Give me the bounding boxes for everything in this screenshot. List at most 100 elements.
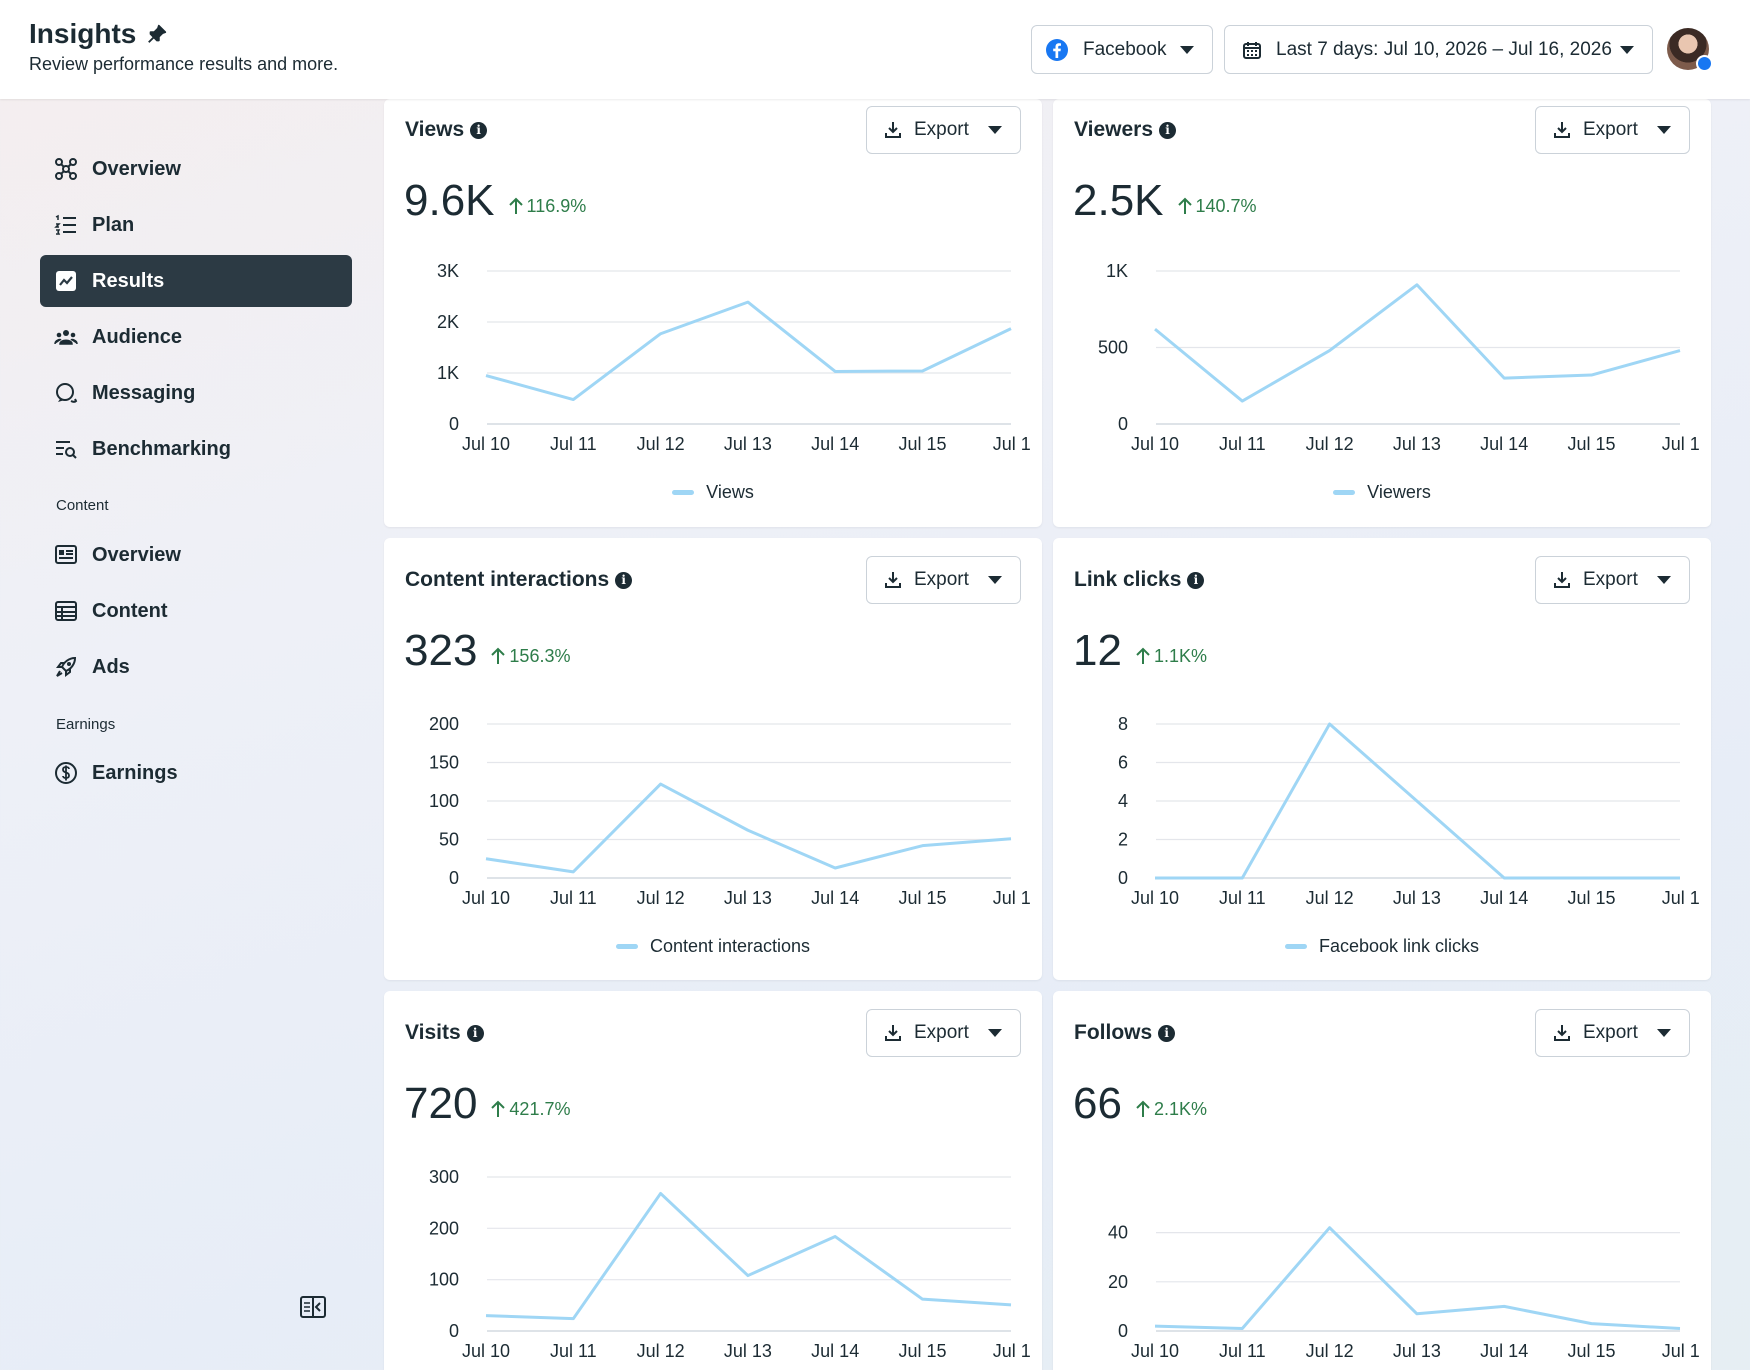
data-point[interactable] bbox=[744, 298, 752, 306]
info-icon[interactable]: i bbox=[1187, 571, 1205, 589]
sidebar-item-benchmarking[interactable]: Benchmarking bbox=[40, 423, 352, 475]
info-icon[interactable]: i bbox=[1158, 1024, 1176, 1042]
series-line-content-interactions[interactable] bbox=[485, 782, 1012, 874]
sidebar-item-messaging[interactable]: Messaging bbox=[40, 367, 352, 419]
data-point[interactable] bbox=[919, 1295, 927, 1303]
data-point[interactable] bbox=[744, 1272, 752, 1280]
pin-icon[interactable] bbox=[146, 23, 168, 45]
x-tick-label: Jul 13 bbox=[1393, 888, 1441, 908]
export-button[interactable]: Export bbox=[866, 106, 1021, 154]
data-point[interactable] bbox=[1238, 1325, 1246, 1333]
data-point[interactable] bbox=[1007, 835, 1015, 843]
x-tick-label: Jul 15 bbox=[898, 434, 946, 454]
info-icon[interactable]: i bbox=[1159, 121, 1177, 139]
data-point[interactable] bbox=[831, 367, 839, 375]
data-point[interactable] bbox=[1676, 347, 1684, 355]
export-label: Export bbox=[914, 119, 969, 140]
info-icon[interactable]: i bbox=[470, 121, 488, 139]
data-point[interactable] bbox=[482, 855, 490, 863]
data-point[interactable] bbox=[1676, 1325, 1684, 1333]
data-point[interactable] bbox=[1588, 371, 1596, 379]
data-point[interactable] bbox=[482, 1312, 490, 1320]
metric-delta: 2.1K% bbox=[1136, 1099, 1207, 1120]
card-title: Link clicks i bbox=[1074, 568, 1205, 592]
date-range-selector[interactable]: Last 7 days: Jul 10, 2026 – Jul 16, 2026 bbox=[1224, 25, 1653, 74]
data-point[interactable] bbox=[744, 826, 752, 834]
data-point[interactable] bbox=[1326, 720, 1334, 728]
data-point[interactable] bbox=[1500, 1302, 1508, 1310]
data-point[interactable] bbox=[1238, 397, 1246, 405]
data-point[interactable] bbox=[1500, 874, 1508, 882]
x-tick-label: Jul 10 bbox=[1131, 434, 1179, 454]
sidebar-item-audience[interactable]: Audience bbox=[40, 311, 352, 363]
x-tick-label: Jul 14 bbox=[1480, 434, 1528, 454]
x-tick-label: Jul 1 bbox=[1662, 1341, 1700, 1361]
data-point[interactable] bbox=[482, 372, 490, 380]
ads-icon bbox=[56, 656, 77, 677]
series-line-views[interactable] bbox=[485, 300, 1012, 402]
data-point[interactable] bbox=[1500, 374, 1508, 382]
data-point[interactable] bbox=[657, 330, 665, 338]
metric-value-row: 66 2.1K% bbox=[1073, 1079, 1207, 1129]
data-point[interactable] bbox=[1588, 1320, 1596, 1328]
data-point[interactable] bbox=[657, 1189, 665, 1197]
sidebar-item-overview[interactable]: Overview bbox=[40, 143, 352, 195]
data-point[interactable] bbox=[919, 367, 927, 375]
data-point[interactable] bbox=[1413, 797, 1421, 805]
export-button[interactable]: Export bbox=[1535, 556, 1690, 604]
chart-legend: Content interactions bbox=[384, 936, 1042, 957]
collapse-sidebar-icon[interactable] bbox=[300, 1296, 326, 1318]
data-point[interactable] bbox=[831, 1233, 839, 1241]
data-point[interactable] bbox=[1238, 874, 1246, 882]
export-button[interactable]: Export bbox=[866, 556, 1021, 604]
x-tick-label: Jul 11 bbox=[1219, 1341, 1266, 1361]
y-tick-label: 40 bbox=[1108, 1223, 1128, 1243]
x-tick-label: Jul 15 bbox=[898, 888, 946, 908]
series-line-follows[interactable] bbox=[1154, 1226, 1681, 1331]
data-point[interactable] bbox=[569, 1315, 577, 1323]
metric-value-row: 9.6K 116.9% bbox=[404, 176, 586, 226]
metric-delta-value: 156.3% bbox=[509, 645, 571, 666]
data-point[interactable] bbox=[1007, 1301, 1015, 1309]
data-point[interactable] bbox=[1588, 874, 1596, 882]
content-overview-icon bbox=[55, 545, 77, 564]
download-icon bbox=[1554, 122, 1570, 138]
data-point[interactable] bbox=[1151, 1322, 1159, 1330]
info-icon[interactable]: i bbox=[466, 1024, 484, 1042]
sidebar-item-content[interactable]: Content bbox=[40, 585, 352, 637]
x-tick-label: Jul 1 bbox=[993, 1341, 1031, 1361]
chart-legend: Views bbox=[384, 482, 1042, 503]
data-point[interactable] bbox=[919, 842, 927, 850]
sidebar-item-results[interactable]: Results bbox=[40, 255, 352, 307]
data-point[interactable] bbox=[831, 864, 839, 872]
data-point[interactable] bbox=[1676, 874, 1684, 882]
x-tick-label: Jul 15 bbox=[1567, 1341, 1615, 1361]
y-tick-label: 150 bbox=[429, 753, 459, 773]
data-point[interactable] bbox=[657, 780, 665, 788]
export-button[interactable]: Export bbox=[1535, 1009, 1690, 1057]
sidebar-item-earnings[interactable]: Earnings bbox=[40, 747, 352, 799]
series-line-facebook-link-clicks[interactable] bbox=[1155, 722, 1680, 880]
data-point[interactable] bbox=[1413, 1310, 1421, 1318]
data-point[interactable] bbox=[569, 396, 577, 404]
metric-value-row: 2.5K 140.7% bbox=[1073, 176, 1257, 226]
chevron-down-icon bbox=[1180, 46, 1194, 54]
data-point[interactable] bbox=[1007, 325, 1015, 333]
export-button[interactable]: Export bbox=[866, 1009, 1021, 1057]
data-point[interactable] bbox=[1151, 325, 1159, 333]
sidebar-item-ads[interactable]: Ads bbox=[40, 641, 352, 693]
series-line-visits[interactable] bbox=[485, 1191, 1012, 1321]
sidebar-item-label: Overview bbox=[92, 157, 181, 180]
info-icon[interactable]: i bbox=[615, 571, 633, 589]
platform-selector[interactable]: Facebook bbox=[1031, 25, 1213, 74]
series-line-viewers[interactable] bbox=[1154, 283, 1681, 403]
data-point[interactable] bbox=[1413, 281, 1421, 289]
data-point[interactable] bbox=[1151, 874, 1159, 882]
y-tick-label: 100 bbox=[429, 1270, 459, 1290]
data-point[interactable] bbox=[1326, 1224, 1334, 1232]
data-point[interactable] bbox=[569, 868, 577, 876]
sidebar-item-content-overview[interactable]: Overview bbox=[40, 529, 352, 581]
export-button[interactable]: Export bbox=[1535, 106, 1690, 154]
data-point[interactable] bbox=[1326, 347, 1334, 355]
sidebar-item-plan[interactable]: Plan bbox=[40, 199, 352, 251]
